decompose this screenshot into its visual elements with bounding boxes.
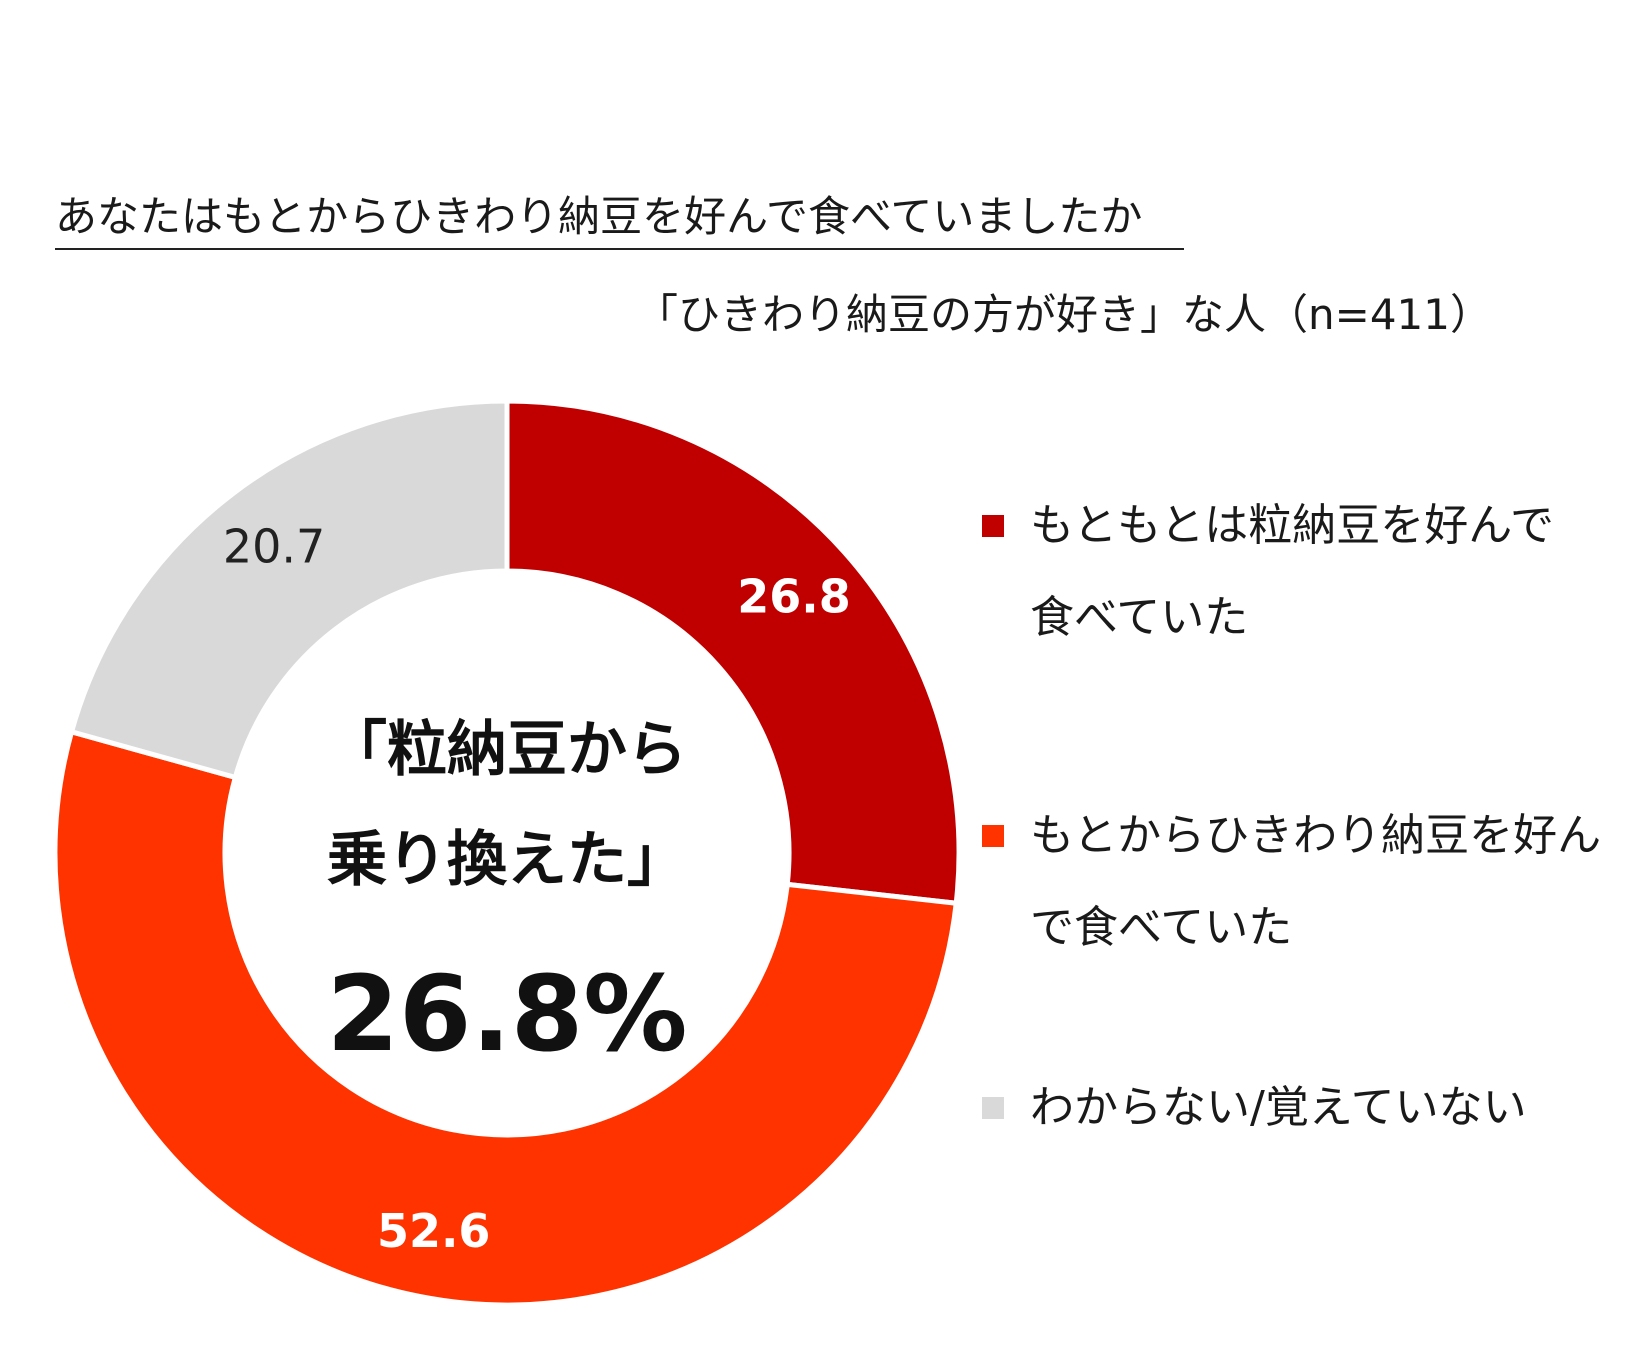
chart-subtitle: 「ひきわり納豆の方が好き」な人（n=411） bbox=[636, 290, 1492, 339]
slice-value-label-3: 20.7 bbox=[223, 519, 325, 573]
center-caption-line-2: 乗り換えた」 bbox=[327, 825, 687, 895]
donut-slice-3 bbox=[68, 398, 510, 781]
legend-label: もともとは粒納豆を好んで 食べていた bbox=[1030, 500, 1555, 643]
slice-value-label-1: 26.8 bbox=[737, 569, 851, 623]
legend-label: わからない/覚えていない bbox=[1030, 1082, 1527, 1133]
slice-value-label-2: 52.6 bbox=[377, 1204, 491, 1258]
legend-swatch bbox=[982, 515, 1004, 537]
donut-slice-1 bbox=[504, 398, 962, 907]
legend-swatch bbox=[982, 1097, 1004, 1119]
legend-swatch bbox=[982, 825, 1004, 847]
donut-slice-2 bbox=[52, 728, 959, 1308]
center-caption-line-1: 「粒納豆から bbox=[327, 715, 687, 785]
center-value: 26.8% bbox=[327, 953, 688, 1075]
legend-label: もとからひきわり納豆を好ん で食べていた bbox=[1030, 810, 1602, 953]
chart-title: あなたはもとからひきわり納豆を好んで食べていましたか bbox=[55, 192, 1185, 250]
